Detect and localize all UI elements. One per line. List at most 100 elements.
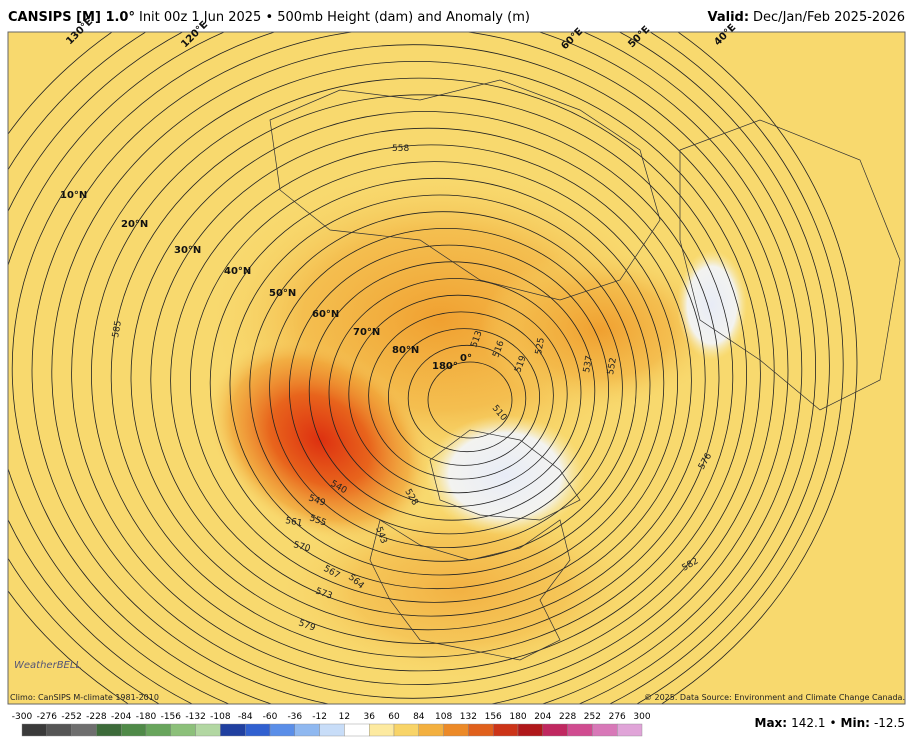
contour <box>11 32 803 704</box>
colorbar-swatch <box>567 723 593 737</box>
valid-label: Valid: <box>707 10 749 25</box>
contour-label: 552 <box>606 357 619 376</box>
latitude-label: 0° <box>460 353 472 364</box>
latitude-label: 70°N <box>353 327 380 338</box>
valid: Valid: Dec/Jan/Feb 2025-2026 <box>707 10 905 25</box>
colorbar-swatch <box>195 723 221 737</box>
contour <box>328 278 582 507</box>
contour-label: 585 <box>111 320 124 339</box>
contour <box>209 177 665 590</box>
colorbar-swatch <box>220 723 246 737</box>
contour <box>427 361 513 439</box>
colorbar: -300 -276 -252 -228 -204 -180 -156 -132 -108 -84-… <box>12 712 651 737</box>
colorbar-tick-label: 12 <box>339 712 350 722</box>
colorbar-swatch <box>592 723 618 737</box>
colorbar-tick-label: -108 <box>210 712 231 722</box>
contour <box>90 77 748 672</box>
contour-label: 561 <box>284 516 303 529</box>
colorbar-swatch <box>244 723 271 737</box>
colorbar-swatch <box>443 723 469 737</box>
logo: WeatherBELL <box>14 660 81 671</box>
colorbar-tick-label: 252 <box>584 712 601 722</box>
contour <box>8 32 858 704</box>
latitude-label: 40°N <box>224 266 251 277</box>
title: CANSIPS [M] 1.0° Init 00z 1 Jun 2025 • 50… <box>8 10 530 25</box>
colorbar-tick-label: -60 <box>263 712 278 722</box>
contour <box>130 111 720 644</box>
contour <box>348 294 568 494</box>
colorbar-swatch <box>294 723 320 737</box>
anomaly-blob <box>280 500 640 680</box>
latitude-label: 20°N <box>121 219 148 230</box>
coastlines <box>269 79 901 661</box>
colorbar-tick-label: -12 <box>312 712 327 722</box>
colorbar-tick-label: 156 <box>485 712 502 722</box>
colorbar-tick-label: -132 <box>185 712 205 722</box>
colorbar-tick-label: 228 <box>559 712 576 722</box>
min: -12.5 <box>874 716 905 730</box>
latitude-label: 50°N <box>269 288 296 299</box>
climo: Climo: CanSIPS M-climate 1981-2010 <box>10 693 159 702</box>
max-label: Max: <box>755 716 788 730</box>
contour <box>407 344 527 453</box>
colorbar-swatch <box>344 723 370 737</box>
valid-text: Dec/Jan/Feb 2025-2026 <box>753 10 905 25</box>
contour <box>308 261 596 521</box>
colorbar-tick-label: -204 <box>111 712 132 722</box>
anomaly-blob <box>677 250 747 360</box>
contour <box>150 127 706 631</box>
contour-label: 537 <box>582 355 595 374</box>
contours <box>8 32 858 704</box>
contour <box>229 194 651 576</box>
contour <box>8 32 844 704</box>
colorbar-tick-label: 300 <box>633 712 650 722</box>
colorbar-tick-label: -180 <box>136 712 157 722</box>
colorbar-swatch <box>319 723 345 737</box>
contour <box>269 227 623 549</box>
colorbar-swatch <box>369 723 395 737</box>
contour-label: 525 <box>534 337 547 356</box>
colorbar-swatch <box>617 723 643 737</box>
colorbar-tick-label: 276 <box>609 712 626 722</box>
max: 142.1 <box>791 716 825 730</box>
min-label: Min: <box>841 716 870 730</box>
latitude-label: 80°N <box>392 345 419 356</box>
colorbar-tick-label: 132 <box>460 712 477 722</box>
colorbar-swatch <box>120 723 147 737</box>
title-text: Init 00z 1 Jun 2025 • 500mb Height (dam)… <box>139 10 530 25</box>
latitude-label: 180° <box>432 361 458 372</box>
map-frame <box>7 31 906 705</box>
colorbar-tick-label: -276 <box>37 712 58 722</box>
colorbar-swatch <box>170 723 196 737</box>
model: CANSIPS [M] 1.0° <box>8 10 135 25</box>
colorbar-swatch <box>468 723 494 737</box>
colorbar-tick-label: -228 <box>86 712 107 722</box>
colorbar-tick-label: 36 <box>363 712 375 722</box>
contour <box>170 144 692 617</box>
anomaly-blob <box>480 250 720 410</box>
latitude-label: 10°N <box>60 190 87 201</box>
extremes: Max: 142.1 • Min: -12.5 <box>755 716 905 730</box>
colorbar-swatch <box>393 723 419 737</box>
contour-label: 558 <box>392 144 409 154</box>
contour <box>288 244 610 535</box>
colorbar-swatch <box>21 723 47 737</box>
contour <box>71 60 761 686</box>
contour <box>8 32 816 704</box>
colorbar-swatch <box>493 723 519 737</box>
colorbar-swatch <box>46 723 72 737</box>
colorbar-tick-label: -300 <box>12 712 33 722</box>
latitude-label: 60°N <box>312 309 339 320</box>
colorbar-swatch <box>96 723 122 737</box>
colorbar-swatch <box>269 723 295 737</box>
colorbar-tick-label: 60 <box>388 712 400 722</box>
colorbar-swatch <box>418 723 444 737</box>
colorbar-swatch <box>542 723 568 737</box>
colorbar-tick-label: -84 <box>238 712 253 722</box>
colorbar-swatch <box>71 723 97 737</box>
separator: • <box>829 716 836 730</box>
colorbar-tick-label: 108 <box>435 712 452 722</box>
